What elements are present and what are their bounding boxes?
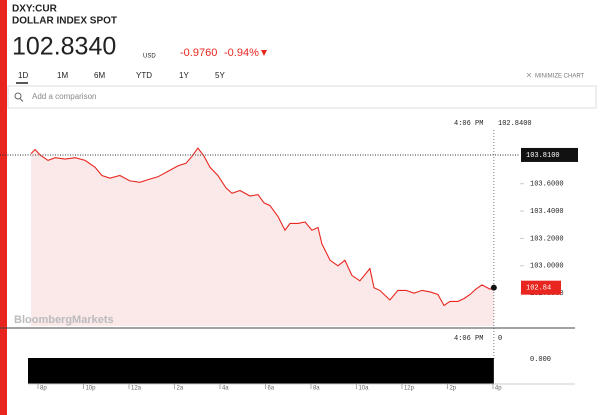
volume-value: 0	[498, 335, 502, 343]
ticker: DXY:CUR	[12, 4, 58, 15]
instrument-name: DOLLAR INDEX SPOT	[12, 16, 117, 27]
volume-area	[28, 358, 494, 384]
x-tick-label: 4p	[495, 386, 502, 392]
volume-time: 4:06 PM	[454, 335, 483, 343]
x-tick-label: 12a	[131, 386, 142, 392]
x-tick-label: 10p	[86, 386, 97, 392]
tab[interactable]: 1M	[57, 71, 68, 80]
watermark: BloombergMarkets	[14, 314, 114, 326]
cursor-time: 4:06 PM	[454, 120, 483, 128]
x-tick-label: 8a	[313, 386, 320, 392]
y-tick-label: 103.2000	[530, 235, 564, 243]
prev-close-box	[521, 147, 578, 162]
volume-axis-label: 0.000	[530, 356, 551, 364]
cursor-value: 102.8400	[498, 120, 532, 128]
y-tick-label: 103.0000	[530, 263, 564, 271]
last-label: 102.84	[526, 285, 551, 293]
x-tick-label: 6a	[267, 386, 274, 392]
x-tick-label: 8p	[40, 386, 47, 392]
last-box	[521, 280, 561, 295]
search-placeholder[interactable]: Add a comparison	[32, 92, 96, 101]
x-tick-label: 4a	[222, 386, 229, 392]
change-pct: -0.94%	[224, 47, 259, 59]
prev-close-label: 103.8100	[526, 152, 560, 160]
search-box[interactable]	[7, 85, 597, 109]
price-line	[30, 147, 494, 307]
last-dot	[490, 284, 497, 291]
y-tick-label: 103.4000	[530, 208, 564, 216]
x-tick-label: 10a	[358, 386, 369, 392]
currency: USD	[143, 54, 156, 60]
change: -0.9760	[180, 47, 217, 59]
minimize-icon	[526, 72, 532, 78]
search-icon	[14, 92, 22, 100]
minimize-chart[interactable]: MINIMIZE CHART	[535, 74, 585, 80]
accent-bar	[0, 0, 7, 415]
down-arrow	[261, 50, 267, 56]
x-tick-label: 12p	[404, 386, 415, 392]
search-icon	[19, 98, 24, 102]
tab[interactable]: YTD	[136, 71, 152, 80]
y-tick-label: 103.6000	[530, 181, 564, 189]
x-tick-label: 2a	[176, 386, 183, 392]
x-tick-label: 2p	[449, 386, 456, 392]
tab[interactable]: 1D	[18, 71, 28, 80]
tab[interactable]: 5Y	[215, 71, 225, 80]
area	[30, 148, 494, 326]
cursor-box	[444, 116, 544, 129]
tabs: 1D 1M 6M YTD 1Y 5Y	[18, 71, 225, 80]
price: 102.8340	[12, 33, 116, 61]
tab[interactable]: 1Y	[179, 71, 189, 80]
tab[interactable]: 6M	[94, 71, 105, 80]
